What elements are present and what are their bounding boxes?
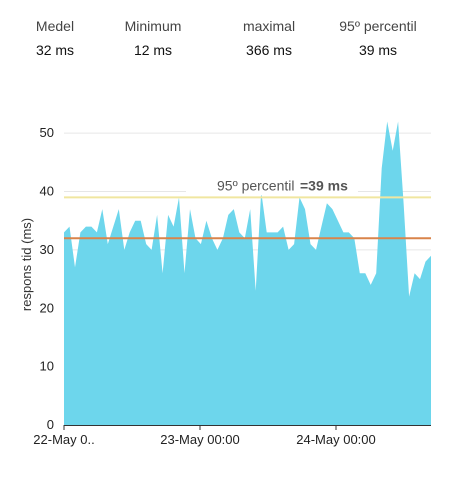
x-tick-label: 24-May 00:00	[296, 432, 376, 447]
stat-maximal-value: 366 ms	[246, 42, 292, 58]
stat-mean: Medel 32 ms	[0, 18, 110, 58]
y-axis-label: respons tid (ms)	[19, 218, 34, 311]
stat-p95: 95º percentil 39 ms	[323, 18, 433, 58]
stat-minimum: Minimum 12 ms	[98, 18, 208, 58]
stat-maximal-label: maximal	[242, 18, 296, 34]
y-tick-label: 0	[47, 417, 54, 432]
x-axis-ticks: 22-May 0.. 23-May 00:00 24-May 00:00	[33, 425, 376, 447]
response-time-area	[64, 121, 431, 425]
stat-p95-value: 39 ms	[358, 42, 398, 58]
stat-p95-label: 95º percentil	[339, 18, 417, 34]
y-tick-label: 30	[40, 242, 54, 257]
stats-bar: Medel 32 ms Minimum 12 ms maximal 366 ms…	[0, 18, 450, 68]
p95-annotation-background	[186, 176, 358, 196]
stat-mean-label: Medel	[35, 18, 75, 34]
stat-minimum-value: 12 ms	[133, 42, 173, 58]
stat-mean-value: 32 ms	[35, 42, 75, 58]
y-tick-label: 40	[40, 184, 54, 199]
p95-annotation-value: =39 ms	[300, 177, 348, 193]
x-tick-label: 22-May 0..	[33, 432, 94, 447]
y-tick-label: 10	[40, 359, 54, 374]
stat-maximal: maximal 366 ms	[214, 18, 324, 58]
x-tick-label: 23-May 00:00	[160, 432, 240, 447]
y-tick-label: 50	[40, 125, 54, 140]
y-axis-ticks: 0 10 20 30 40 50	[40, 125, 54, 432]
p95-annotation-label: 95º percentil	[217, 177, 295, 193]
y-tick-label: 20	[40, 300, 54, 315]
stat-minimum-label: Minimum	[124, 18, 182, 34]
